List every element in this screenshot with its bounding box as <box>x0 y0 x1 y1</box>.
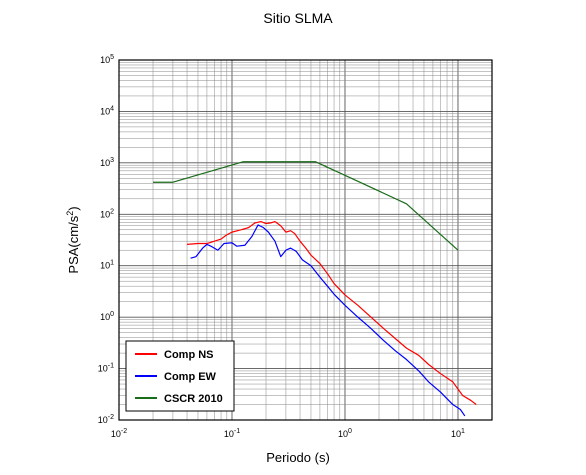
plot-frame <box>118 59 493 421</box>
x-tick-labels: 10-2 10-1 100 101 <box>111 428 465 439</box>
legend-label-ew: Comp EW <box>164 371 217 383</box>
y-tick-label: 10-2 <box>98 414 114 425</box>
y-tick-label: 104 <box>100 105 114 116</box>
y-tick-label: 102 <box>100 208 114 219</box>
y-tick-label: 103 <box>100 157 114 168</box>
series-line-comp-ns <box>186 221 477 405</box>
y-tick-labels: 10-2 10-1 100 101 102 103 104 105 <box>98 54 114 425</box>
x-tick-label: 101 <box>451 428 465 439</box>
series-line-comp-ew <box>190 224 466 417</box>
legend-label-ns: Comp NS <box>164 349 214 361</box>
y-tick-label: 105 <box>100 54 114 65</box>
legend-label-cscr: CSCR 2010 <box>164 393 223 405</box>
y-tick-label: 100 <box>100 311 114 322</box>
y-axis-label-close: ) <box>66 206 81 210</box>
x-axis-label: Periodo (s) <box>266 450 330 465</box>
y-tick-label: 10-1 <box>98 363 114 374</box>
x-tick-label: 10-1 <box>224 428 240 439</box>
legend: Comp NS Comp EW CSCR 2010 <box>125 340 235 412</box>
y-axis-label: PSA(cm/s2) <box>65 206 81 273</box>
x-tick-label: 100 <box>338 428 352 439</box>
y-axis-label-base: PSA(cm/s <box>66 215 81 273</box>
y-tick-label: 101 <box>100 260 114 271</box>
series-group <box>153 161 477 417</box>
y-axis-label-exp: 2 <box>65 211 75 216</box>
series-line-cscr-2010 <box>153 161 459 251</box>
chart-title: Sitio SLMA <box>263 10 333 26</box>
x-tick-label: 10-2 <box>111 428 127 439</box>
